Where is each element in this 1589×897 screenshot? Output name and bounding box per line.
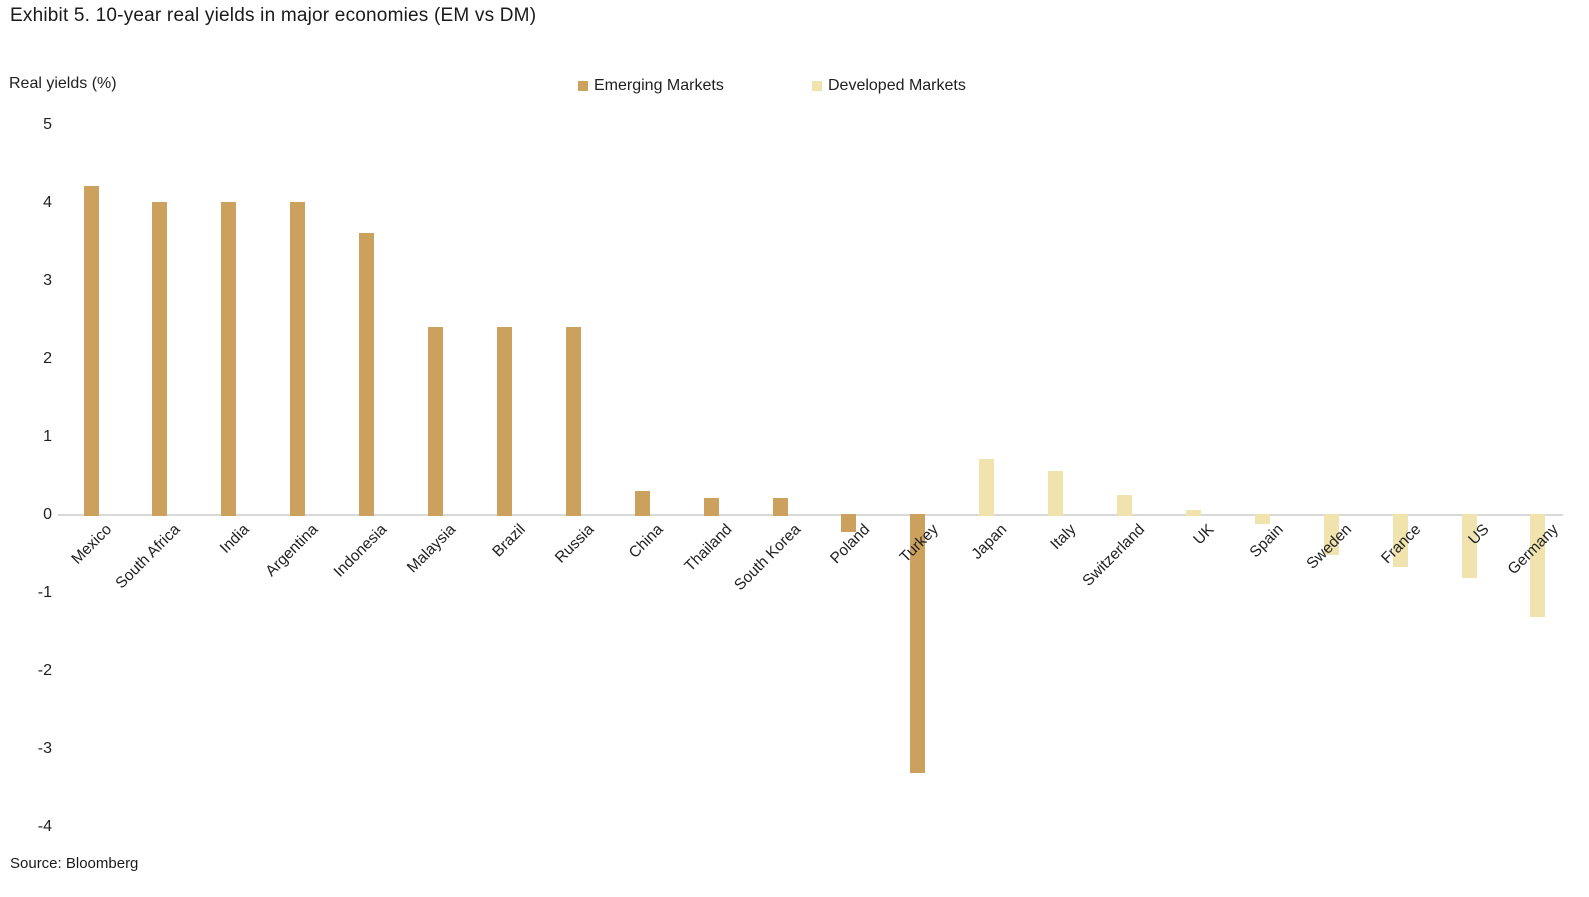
x-axis-zero-line — [58, 514, 1563, 516]
bar-mexico — [83, 186, 99, 516]
y-tick-label--4: -4 — [37, 818, 52, 835]
bar-india — [221, 202, 237, 516]
bar-poland — [841, 514, 857, 532]
x-category-label-italy: Italy — [1047, 521, 1080, 554]
emerging-markets-swatch — [578, 81, 588, 91]
x-category-label-mexico: Mexico — [68, 521, 116, 568]
y-tick-label-5: 5 — [43, 116, 52, 133]
bar-argentina — [290, 202, 306, 516]
developed-markets-legend-label: Developed Markets — [828, 77, 966, 94]
bar-south-africa — [152, 202, 168, 516]
bar-japan — [979, 459, 995, 516]
x-category-label-malaysia: Malaysia — [404, 521, 460, 577]
x-category-label-japan: Japan — [968, 521, 1011, 563]
y-tick-label-3: 3 — [43, 272, 52, 289]
emerging-markets-legend-label: Emerging Markets — [594, 77, 724, 94]
x-category-label-thailand: Thailand — [681, 521, 736, 576]
bar-uk — [1185, 510, 1201, 516]
bar-spain — [1254, 514, 1270, 524]
bar-switzerland — [1117, 494, 1132, 516]
x-category-label-brazil: Brazil — [488, 521, 529, 561]
x-category-label-china: China — [625, 521, 667, 562]
bar-china — [634, 490, 650, 516]
bar-us — [1461, 514, 1477, 579]
x-category-label-spain: Spain — [1246, 521, 1287, 562]
bar-germany — [1530, 514, 1546, 618]
x-category-label-russia: Russia — [551, 521, 598, 567]
bar-turkey — [910, 514, 926, 774]
source-note: Source: Bloomberg — [10, 855, 139, 872]
y-tick-label-4: 4 — [43, 194, 52, 211]
y-tick-label-0: 0 — [43, 506, 52, 523]
bar-malaysia — [428, 326, 443, 516]
bar-south-korea — [772, 498, 788, 516]
y-tick-label--3: -3 — [37, 740, 52, 757]
bar-thailand — [703, 498, 719, 516]
y-tick-label-2: 2 — [43, 350, 52, 367]
bar-italy — [1048, 471, 1064, 516]
bar-france — [1392, 514, 1408, 567]
developed-markets-swatch — [812, 81, 822, 91]
bar-brazil — [496, 326, 512, 516]
chart-title: Exhibit 5. 10-year real yields in major … — [10, 5, 537, 26]
y-tick-label--2: -2 — [37, 662, 52, 679]
x-category-label-switzerland: Switzerland — [1079, 521, 1149, 590]
x-category-label-uk: UK — [1190, 521, 1218, 549]
legend-item-emerging-markets: Emerging Markets — [578, 77, 724, 95]
y-tick-label--1: -1 — [37, 584, 52, 601]
x-category-label-argentina: Argentina — [262, 521, 322, 580]
y-axis-title: Real yields (%) — [9, 75, 117, 92]
x-category-label-south-korea: South Korea — [731, 521, 805, 594]
x-category-label-indonesia: Indonesia — [331, 521, 391, 581]
bar-russia — [565, 326, 581, 516]
bar-indonesia — [359, 233, 375, 516]
y-tick-label-1: 1 — [43, 428, 52, 445]
bar-sweden — [1323, 514, 1339, 555]
legend-item-developed-markets: Developed Markets — [812, 77, 966, 95]
x-category-label-south-africa: South Africa — [112, 521, 184, 593]
x-category-label-india: India — [217, 521, 253, 557]
